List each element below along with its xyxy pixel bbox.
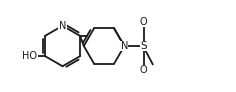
Text: O: O [140,17,148,27]
Text: N: N [121,41,128,51]
Text: S: S [140,41,147,51]
Text: N: N [59,21,66,31]
Text: O: O [140,65,148,75]
Text: HO: HO [22,51,37,61]
